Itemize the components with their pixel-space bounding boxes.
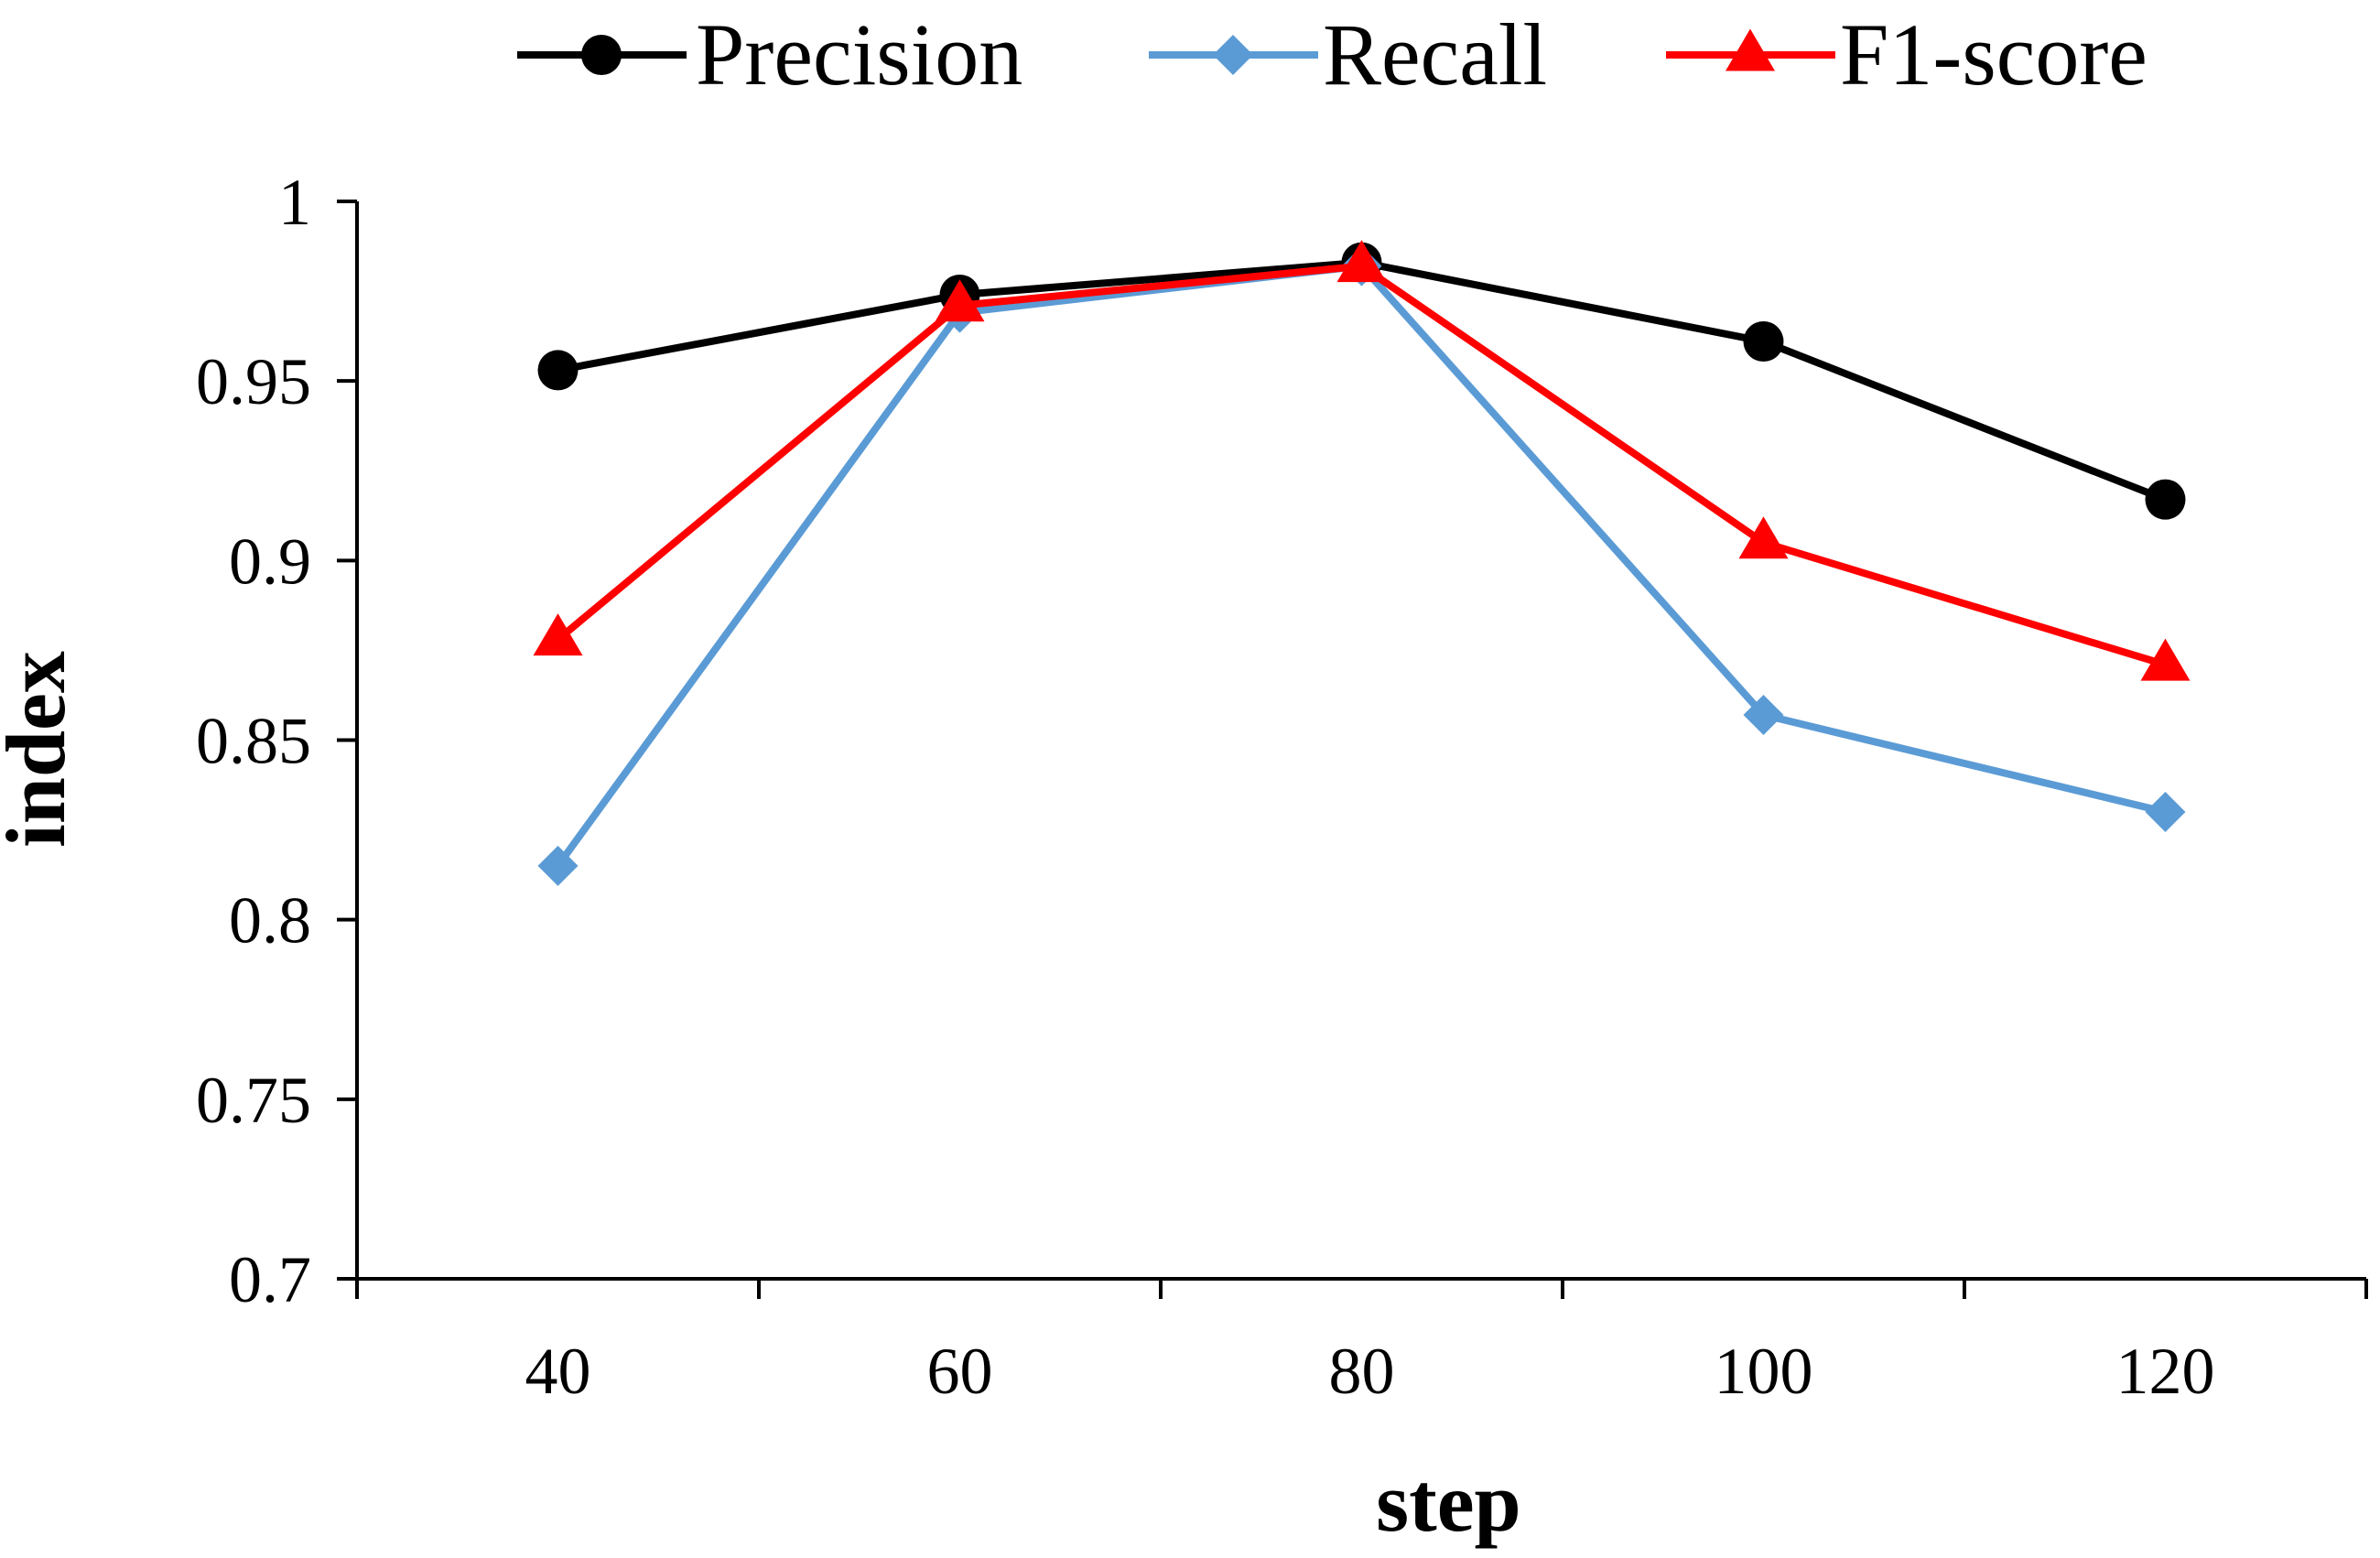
data-point-diamond [1743, 695, 1784, 736]
data-point-circle [1743, 321, 1784, 362]
x-tick-label: 120 [2116, 1335, 2215, 1408]
y-tick-label: 0.9 [229, 525, 311, 598]
y-tick-label: 1 [278, 166, 311, 239]
legend-marker-diamond [1213, 35, 1253, 75]
plot-area: 0.7 0.75 0.8 0.85 0.9 0.95 1 40 60 80 100 120 [196, 166, 2368, 1408]
legend-marker-triangle [1726, 28, 1775, 71]
y-tick-label: 0.95 [196, 345, 311, 418]
legend-label: Precision [696, 5, 1022, 103]
legend-marker-circle [581, 35, 622, 75]
data-point-triangle [1738, 516, 1789, 559]
series-f1-score [533, 240, 2191, 681]
legend-item: Recall [1149, 5, 1547, 103]
legend: Precision Recall F1-score [517, 5, 2147, 103]
series-recall [537, 245, 2186, 886]
data-point-triangle [935, 279, 985, 322]
y-tick-label: 0.8 [229, 884, 311, 958]
series-layer [533, 240, 2191, 886]
data-point-triangle [2140, 638, 2191, 681]
data-point-diamond [537, 845, 579, 886]
data-point-triangle [1336, 240, 1387, 283]
data-point-circle [2145, 479, 2186, 520]
legend-label: F1-score [1840, 5, 2147, 103]
x-tick-label: 60 [927, 1335, 993, 1408]
x-tick-label: 80 [1329, 1335, 1395, 1408]
y-tick-label: 0.85 [196, 705, 311, 778]
x-tick-label: 40 [525, 1335, 591, 1408]
x-axis-title: step [1376, 1455, 1520, 1549]
series-line [555, 262, 2167, 869]
x-tick-label: 100 [1715, 1335, 1813, 1408]
y-ticks: 0.7 0.75 0.8 0.85 0.9 0.95 1 [196, 166, 357, 1316]
legend-item: F1-score [1666, 5, 2147, 103]
y-tick-label: 0.75 [196, 1064, 311, 1137]
legend-label: Recall [1323, 5, 1547, 103]
x-ticks: 40 60 80 100 120 [355, 1279, 2368, 1408]
data-point-diamond [2145, 791, 2186, 832]
series-line [557, 258, 2167, 503]
data-point-circle [537, 350, 579, 391]
y-axis-title: index [0, 651, 82, 848]
y-tick-label: 0.7 [229, 1243, 311, 1316]
legend-item: Precision [517, 5, 1022, 103]
data-point-triangle [533, 613, 583, 656]
